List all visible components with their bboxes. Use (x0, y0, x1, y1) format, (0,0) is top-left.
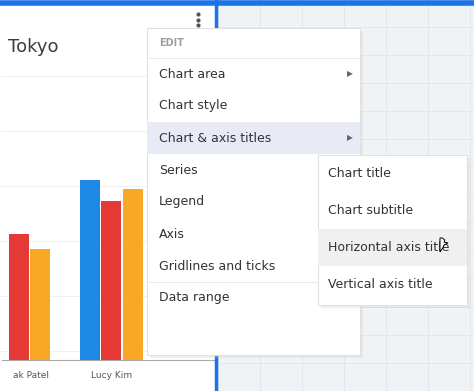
Text: Lucy Kim: Lucy Kim (91, 371, 132, 380)
FancyBboxPatch shape (150, 31, 363, 358)
FancyBboxPatch shape (321, 158, 470, 308)
Text: ▶: ▶ (347, 165, 353, 174)
Text: ▶: ▶ (347, 230, 353, 239)
Text: Vertical axis title: Vertical axis title (328, 278, 433, 291)
Text: ak Patel: ak Patel (13, 371, 49, 380)
Text: EDIT: EDIT (159, 38, 184, 48)
Text: ▶: ▶ (347, 262, 353, 271)
Text: Horizontal axis title: Horizontal axis title (328, 241, 449, 254)
Text: ▶: ▶ (347, 133, 353, 142)
FancyBboxPatch shape (147, 122, 360, 154)
FancyBboxPatch shape (80, 180, 100, 360)
Text: Tokyo: Tokyo (8, 38, 58, 56)
Text: ▶: ▶ (347, 70, 353, 79)
FancyBboxPatch shape (9, 234, 29, 360)
Text: Axis: Axis (159, 228, 185, 240)
Text: Chart & axis titles: Chart & axis titles (159, 131, 271, 145)
FancyBboxPatch shape (30, 249, 50, 360)
FancyBboxPatch shape (147, 28, 360, 355)
Text: Legend: Legend (159, 196, 205, 208)
FancyBboxPatch shape (318, 155, 467, 305)
FancyBboxPatch shape (101, 201, 121, 360)
Text: Series: Series (159, 163, 198, 176)
Text: Chart style: Chart style (159, 99, 228, 113)
FancyBboxPatch shape (123, 189, 143, 360)
Text: Gridlines and ticks: Gridlines and ticks (159, 260, 275, 273)
FancyBboxPatch shape (0, 0, 216, 391)
Polygon shape (440, 238, 448, 252)
FancyBboxPatch shape (318, 229, 467, 266)
Text: Chart area: Chart area (159, 68, 226, 81)
Text: Data range: Data range (159, 292, 229, 305)
Text: Chart subtitle: Chart subtitle (328, 204, 413, 217)
Text: Chart title: Chart title (328, 167, 391, 180)
